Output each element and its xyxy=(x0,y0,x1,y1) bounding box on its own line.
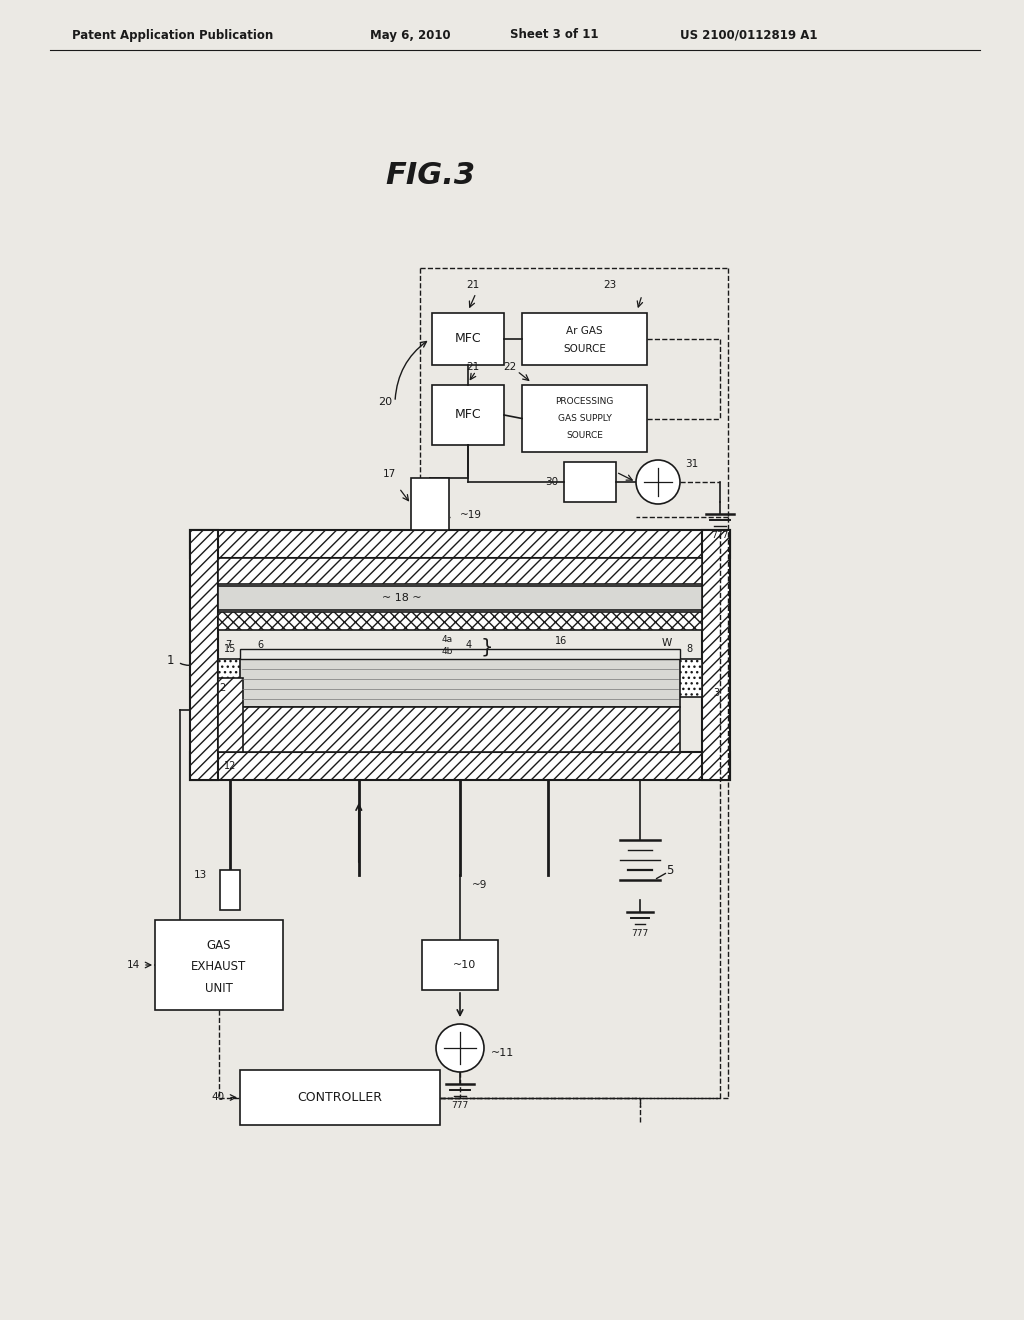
Text: US 2100/0112819 A1: US 2100/0112819 A1 xyxy=(680,29,817,41)
Bar xyxy=(432,385,504,445)
Circle shape xyxy=(636,459,680,504)
Text: 4: 4 xyxy=(466,640,472,649)
Text: 777: 777 xyxy=(712,532,729,540)
Text: MFC: MFC xyxy=(455,408,481,421)
Text: 31: 31 xyxy=(685,459,698,469)
Text: 13: 13 xyxy=(194,870,207,880)
Text: SOURCE: SOURCE xyxy=(563,345,606,354)
Text: Patent Application Publication: Patent Application Publication xyxy=(72,29,273,41)
Text: 2: 2 xyxy=(219,682,225,693)
Text: FIG.3: FIG.3 xyxy=(385,161,475,190)
Bar xyxy=(190,752,730,780)
Bar xyxy=(522,385,647,451)
Text: GAS SUPPLY: GAS SUPPLY xyxy=(557,414,611,422)
Text: UNIT: UNIT xyxy=(205,982,232,995)
Text: 16: 16 xyxy=(555,636,567,645)
Text: ~19: ~19 xyxy=(460,510,482,520)
Text: }: } xyxy=(480,638,493,656)
Bar xyxy=(702,531,730,780)
Bar xyxy=(240,1071,440,1125)
Bar xyxy=(564,462,616,502)
Bar xyxy=(218,659,243,697)
Text: 12: 12 xyxy=(224,762,237,771)
Bar xyxy=(218,612,702,630)
Text: 777: 777 xyxy=(632,929,648,939)
Bar xyxy=(220,870,240,909)
Text: PROCESSING: PROCESSING xyxy=(555,397,613,407)
Bar xyxy=(522,313,647,366)
Bar xyxy=(240,659,680,708)
Bar xyxy=(190,531,730,558)
Bar xyxy=(240,708,680,752)
Bar xyxy=(190,531,218,780)
Text: EXHAUST: EXHAUST xyxy=(191,961,247,973)
Text: 6: 6 xyxy=(257,640,263,649)
Text: 22: 22 xyxy=(504,362,517,372)
Text: 30: 30 xyxy=(546,477,558,487)
Bar xyxy=(218,586,702,610)
Text: W: W xyxy=(662,638,672,648)
Text: Ar GAS: Ar GAS xyxy=(566,326,603,337)
Text: CONTROLLER: CONTROLLER xyxy=(298,1092,383,1104)
Text: 21: 21 xyxy=(466,362,479,372)
Text: ~11: ~11 xyxy=(490,1048,514,1059)
Text: 20: 20 xyxy=(378,397,392,407)
Text: 3: 3 xyxy=(713,688,719,697)
Text: ~10: ~10 xyxy=(454,960,476,970)
Text: 7: 7 xyxy=(225,640,231,649)
Text: 1: 1 xyxy=(166,653,174,667)
Text: 777: 777 xyxy=(452,1101,469,1110)
Circle shape xyxy=(436,1024,484,1072)
Text: GAS: GAS xyxy=(207,939,231,952)
Text: May 6, 2010: May 6, 2010 xyxy=(370,29,451,41)
Bar xyxy=(240,649,680,659)
Bar xyxy=(155,920,283,1010)
Text: MFC: MFC xyxy=(455,333,481,346)
Bar xyxy=(677,659,702,697)
Text: 14: 14 xyxy=(126,960,139,970)
Text: ~ 18 ~: ~ 18 ~ xyxy=(382,593,422,603)
Text: 21: 21 xyxy=(466,280,479,290)
Text: ~9: ~9 xyxy=(472,880,487,890)
Bar xyxy=(218,558,702,583)
Text: 4b: 4b xyxy=(441,647,453,656)
Text: 4a: 4a xyxy=(441,635,453,644)
Bar xyxy=(422,940,498,990)
Text: 15: 15 xyxy=(224,644,237,653)
Bar xyxy=(432,313,504,366)
Text: Sheet 3 of 11: Sheet 3 of 11 xyxy=(510,29,598,41)
Text: SOURCE: SOURCE xyxy=(566,430,603,440)
Bar xyxy=(411,478,449,531)
Bar xyxy=(218,678,243,752)
Text: 23: 23 xyxy=(603,280,616,290)
Text: 40: 40 xyxy=(211,1093,224,1102)
Text: 5: 5 xyxy=(667,863,674,876)
Text: 8: 8 xyxy=(686,644,692,653)
Text: 17: 17 xyxy=(382,469,395,479)
